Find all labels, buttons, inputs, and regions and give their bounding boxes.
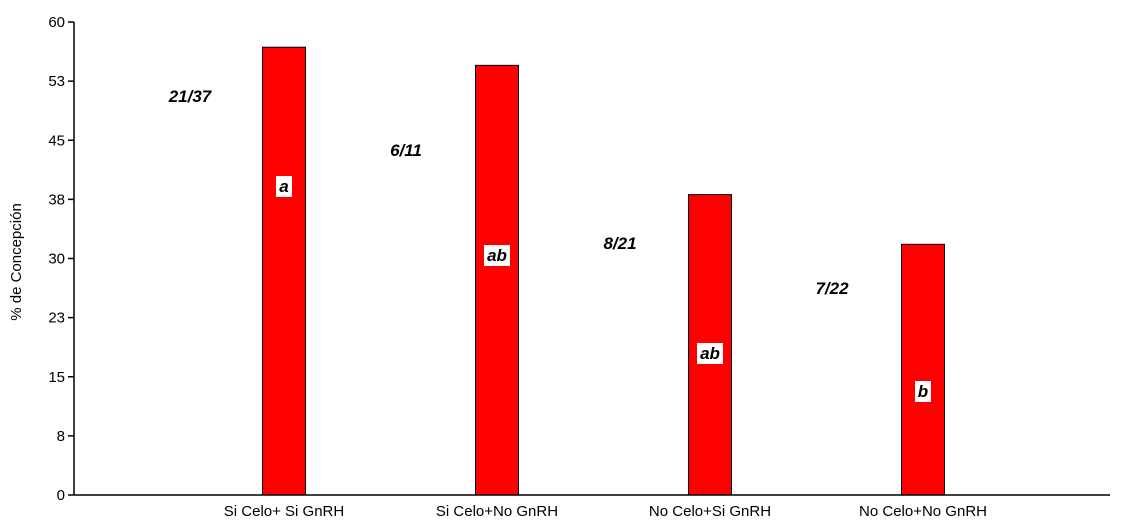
significance-letter: ab [487,246,507,265]
bars [262,46,945,496]
y-tick-label: 38 [48,191,65,208]
y-tick-label: 0 [57,487,65,504]
x-category-label: Si Celo+No GnRH [436,503,558,520]
bar [688,194,732,496]
x-category-label: No Celo+Si GnRH [649,503,771,520]
y-tick-label: 60 [48,14,65,31]
significance-box [697,343,723,364]
significance-letter: b [918,382,928,401]
annotations: 21/37 a 6/11 ab 8/21 ab 7/22 b [168,87,931,402]
significance-letter: ab [700,344,720,363]
y-axis-ticks: 0 8 15 23 30 38 45 53 60 [48,14,74,504]
significance-box [484,245,510,266]
significance-letter: a [279,177,288,196]
ratio-label: 7/22 [815,279,849,298]
bar [475,64,519,496]
significance-box [276,176,292,197]
y-tick-label: 23 [48,310,65,327]
y-tick-label: 8 [57,428,65,445]
y-axis-label: % de Concepción [8,203,25,321]
y-tick-label: 45 [48,132,65,149]
bar [262,46,306,496]
x-category-label: Si Celo+ Si GnRH [224,503,344,520]
significance-box [915,381,931,402]
bar [901,243,945,496]
ratio-label: 8/21 [603,234,636,253]
x-category-label: No Celo+No GnRH [859,503,987,520]
y-tick-label: 15 [48,369,65,386]
y-tick-label: 30 [48,251,65,268]
ratio-label: 6/11 [390,141,422,160]
ratio-label: 21/37 [168,87,213,106]
x-axis-labels: Si Celo+ Si GnRH Si Celo+No GnRH No Celo+S… [224,503,987,520]
y-tick-label: 53 [48,73,65,90]
